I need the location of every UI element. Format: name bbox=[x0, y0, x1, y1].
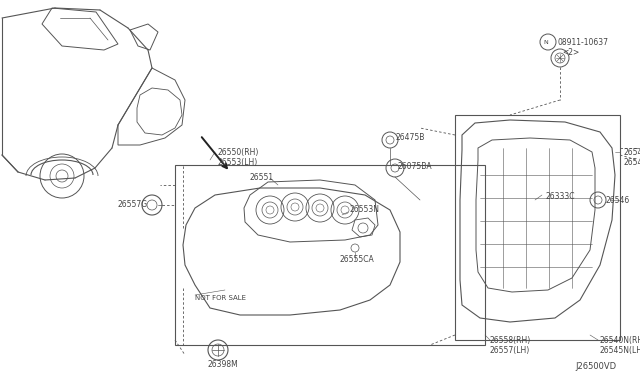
Text: 26543(RH): 26543(RH) bbox=[623, 148, 640, 157]
Text: <2>: <2> bbox=[562, 48, 579, 57]
Text: 26550(RH): 26550(RH) bbox=[218, 148, 259, 157]
Text: 26548(LH): 26548(LH) bbox=[623, 158, 640, 167]
Text: 26558(RH): 26558(RH) bbox=[490, 336, 531, 345]
Text: 26075BA: 26075BA bbox=[398, 162, 433, 171]
Text: 26555CA: 26555CA bbox=[340, 255, 375, 264]
Text: 26557(LH): 26557(LH) bbox=[490, 346, 531, 355]
Text: 26333C: 26333C bbox=[545, 192, 575, 201]
Text: J26500VD: J26500VD bbox=[575, 362, 616, 371]
Text: 26557G: 26557G bbox=[118, 200, 148, 209]
Text: 26553N: 26553N bbox=[350, 205, 380, 215]
Text: 08911-10637: 08911-10637 bbox=[558, 38, 609, 47]
Text: 26546: 26546 bbox=[605, 196, 629, 205]
Text: 26551: 26551 bbox=[250, 173, 274, 182]
Text: 26398M: 26398M bbox=[208, 360, 239, 369]
Text: 26553(LH): 26553(LH) bbox=[218, 158, 259, 167]
Text: N: N bbox=[543, 39, 548, 45]
Bar bbox=[455, 115, 620, 340]
Text: 26475B: 26475B bbox=[395, 133, 424, 142]
Text: 26540N(RH): 26540N(RH) bbox=[600, 336, 640, 345]
Text: NOT FOR SALE: NOT FOR SALE bbox=[195, 295, 246, 301]
Bar bbox=[175, 165, 485, 345]
Text: 26545N(LH): 26545N(LH) bbox=[600, 346, 640, 355]
